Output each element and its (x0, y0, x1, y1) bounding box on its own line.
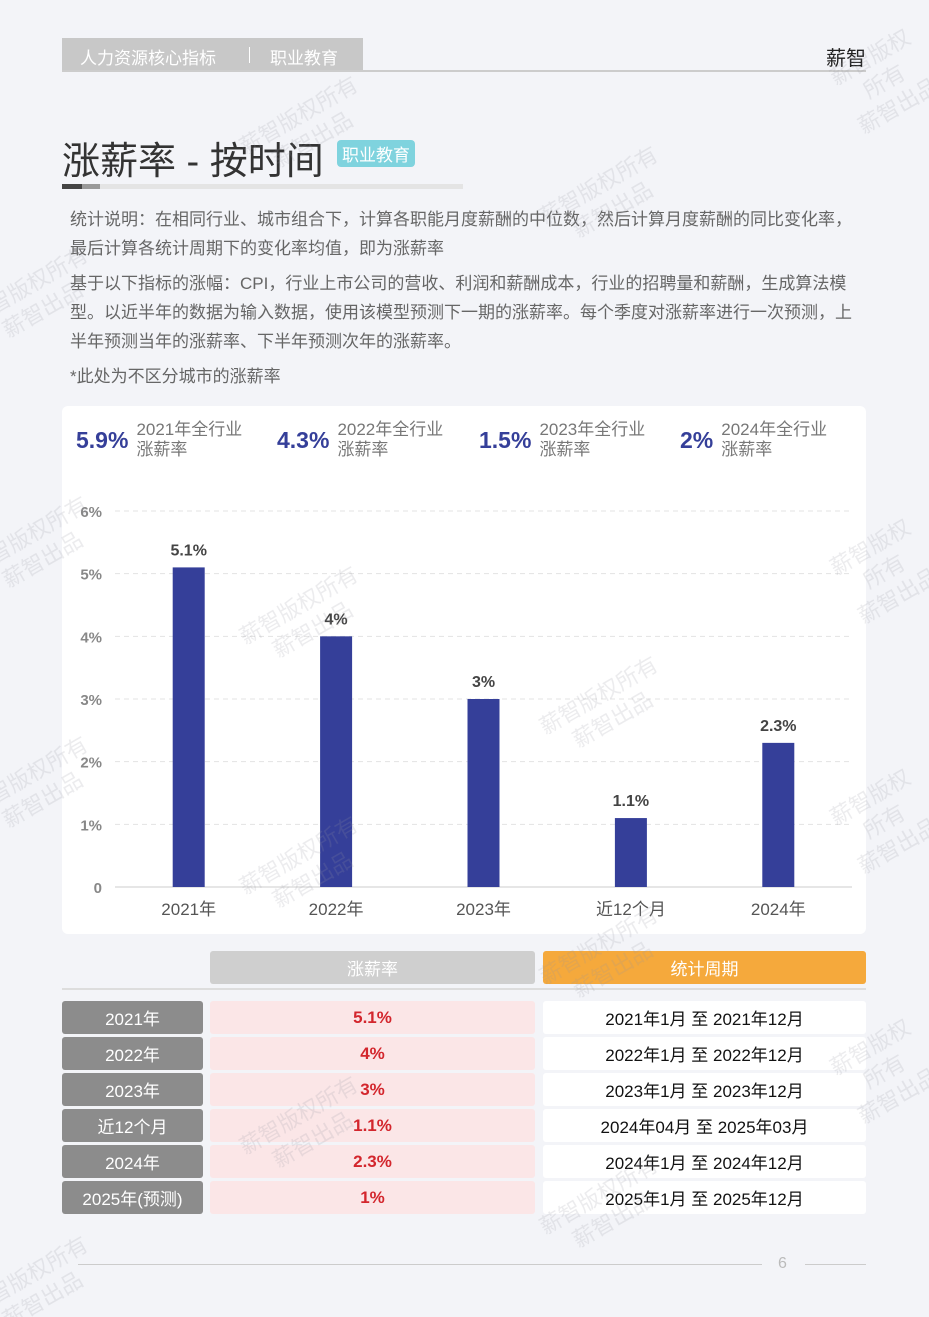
data-label: 5.1% (170, 542, 206, 559)
header-tab (62, 38, 363, 71)
stat-label-line: 涨薪率 (337, 440, 389, 459)
table-rule (62, 988, 866, 990)
title-rule (62, 184, 463, 189)
note: *此处为不区分城市的涨薪率 (70, 367, 281, 386)
data-label: 3% (472, 674, 495, 691)
x-tick-label: 2023年 (456, 900, 511, 919)
bar (467, 699, 500, 887)
bar (762, 742, 795, 887)
stat-label-line: 2022年全行业 (337, 420, 444, 439)
bar (172, 567, 205, 887)
x-tick-label: 2022年 (309, 900, 364, 919)
y-tick-label: 2% (80, 755, 102, 772)
bar (320, 636, 353, 887)
stat-label-line: 2023年全行业 (539, 420, 646, 439)
stat: 5.9% 2021年全行业 涨薪率 (76, 420, 242, 460)
header-section: 人力资源核心指标 (80, 49, 216, 68)
bar (614, 818, 647, 887)
row-label: 近12个月 (62, 1109, 203, 1142)
stat-label: 2022年全行业 涨薪率 (337, 420, 443, 460)
stat-label-line: 涨薪率 (539, 440, 591, 459)
paragraph: 统计说明：在相同行业、城市组合下，计算各职能月度薪酬的中位数，然后计算月度薪酬的… (70, 210, 852, 258)
table-header: 统计周期 (543, 951, 866, 984)
stat-value: 1.5% (479, 426, 532, 453)
stat-label: 2021年全行业 涨薪率 (136, 420, 242, 460)
rate-cell: 2.3% (210, 1145, 535, 1178)
row-label: 2024年 (62, 1145, 203, 1178)
stat: 1.5% 2023年全行业 涨薪率 (479, 420, 645, 460)
stat-label: 2023年全行业 涨薪率 (539, 420, 645, 460)
period-cell: 2022年1月 至 2022年12月 (543, 1037, 866, 1070)
y-tick-label: 5% (80, 567, 102, 584)
rate-cell: 3% (210, 1073, 535, 1106)
title-rule-mid (82, 184, 100, 189)
row-label: 2022年 (62, 1037, 203, 1070)
header-rule (62, 70, 866, 72)
footer-rule (78, 1264, 762, 1265)
stat-label-line: 2024年全行业 (721, 420, 828, 439)
stat: 2% 2024年全行业 涨薪率 (680, 420, 827, 460)
stat-value: 5.9% (76, 426, 129, 453)
page-number: 6 (778, 1255, 787, 1272)
tag: 职业教育 (337, 140, 415, 167)
y-tick-label: 4% (80, 629, 102, 646)
row-label: 2023年 (62, 1073, 203, 1106)
paragraph: 基于以下指标的涨幅：CPI，行业上市公司的营收、利润和薪酬成本，行业的招聘量和薪… (70, 274, 852, 351)
rate-cell: 5.1% (210, 1001, 535, 1034)
x-tick-label: 2021年 (161, 900, 216, 919)
rate-cell: 1.1% (210, 1109, 535, 1142)
stat-label: 2024年全行业 涨薪率 (721, 420, 827, 460)
footer-rule (805, 1264, 866, 1265)
period-cell: 2025年1月 至 2025年12月 (543, 1181, 866, 1214)
rate-cell: 4% (210, 1037, 535, 1070)
rate-cell: 1% (210, 1181, 535, 1214)
title-rule-dark (62, 184, 82, 189)
data-label: 2.3% (760, 718, 796, 735)
y-tick-label: 3% (80, 692, 102, 709)
period-cell: 2023年1月 至 2023年12月 (543, 1073, 866, 1106)
y-tick-label: 6% (80, 504, 102, 521)
period-cell: 2021年1月 至 2021年12月 (543, 1001, 866, 1034)
data-label: 4% (325, 611, 348, 628)
stat-label-line: 2021年全行业 (136, 420, 243, 439)
brand: 薪智 (826, 48, 866, 70)
period-cell: 2024年1月 至 2024年12月 (543, 1145, 866, 1178)
stat-value: 4.3% (277, 426, 330, 453)
header-industry: 职业教育 (270, 49, 338, 68)
y-tick-label: 1% (80, 817, 102, 834)
divider (249, 47, 250, 63)
row-label: 2025年(预测) (62, 1181, 203, 1214)
stat-label-line: 涨薪率 (136, 440, 188, 459)
table-header: 涨薪率 (210, 951, 535, 984)
data-label: 1.1% (613, 793, 649, 810)
stat-label-line: 涨薪率 (721, 440, 773, 459)
period-cell: 2024年04月 至 2025年03月 (543, 1109, 866, 1142)
row-label: 2021年 (62, 1001, 203, 1034)
page-title: 涨薪率 - 按时间 (62, 141, 324, 183)
stat: 4.3% 2022年全行业 涨薪率 (277, 420, 443, 460)
x-tick-label: 2024年 (751, 900, 806, 919)
stat-value: 2% (680, 426, 714, 453)
x-tick-label: 近12个月 (596, 900, 666, 919)
y-tick-label: 0 (94, 880, 102, 897)
